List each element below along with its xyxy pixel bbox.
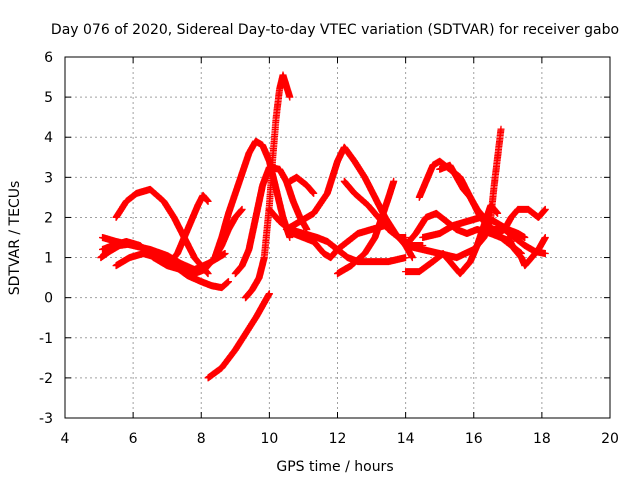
series-marker-path [334, 177, 398, 278]
series-s5 [112, 191, 212, 270]
x-tick-label: 4 [61, 431, 70, 447]
y-tick-label: 4 [44, 130, 53, 146]
chart-title: Day 076 of 2020, Sidereal Day-to-day VTE… [51, 22, 619, 38]
series-marker-path [211, 137, 294, 262]
x-axis-title: GPS time / hours [276, 459, 393, 475]
y-tick-label: 6 [44, 50, 53, 66]
y-tick-label: 0 [44, 291, 53, 307]
y-axis-title: SDTVAR / TECUs [7, 181, 23, 296]
series-marker-path [504, 234, 549, 270]
x-tick-label: 18 [533, 431, 551, 447]
y-tick-label: 3 [44, 170, 53, 186]
series-marker-path [402, 201, 502, 278]
series-s11 [286, 173, 318, 197]
series-marker-path [286, 173, 318, 197]
series-s7 [211, 137, 294, 262]
series-marker-path [204, 290, 273, 382]
x-tick-label: 10 [260, 431, 278, 447]
x-tick-labels: 4 6 8 10 12 14 16 18 20 [61, 431, 619, 447]
y-tick-label: 2 [44, 210, 53, 226]
x-tick-label: 6 [129, 431, 138, 447]
series-marker-path [112, 191, 212, 270]
series-s6 [204, 290, 273, 382]
x-tick-label: 20 [601, 431, 619, 447]
y-tick-label: -1 [39, 331, 53, 347]
series-s9 [242, 71, 294, 302]
y-tick-label: -3 [39, 411, 53, 427]
y-tick-label: 1 [44, 251, 53, 267]
axis-ticks [64, 56, 611, 419]
data-markers [97, 71, 549, 382]
series-s3 [112, 185, 212, 278]
x-tick-label: 16 [465, 431, 483, 447]
series-s15 [334, 177, 398, 278]
x-tick-label: 14 [397, 431, 415, 447]
x-tick-label: 12 [329, 431, 347, 447]
series-s14 [340, 177, 410, 241]
series-marker-path [112, 185, 212, 278]
x-tick-label: 8 [197, 431, 206, 447]
series-marker-path [242, 71, 294, 302]
series-s23 [504, 234, 549, 270]
y-tick-label: -2 [39, 371, 53, 387]
series-s19 [402, 201, 502, 278]
y-tick-labels: -3 -2 -1 0 1 2 3 4 5 6 [39, 50, 53, 427]
y-tick-label: 5 [44, 90, 53, 106]
series-marker-path [340, 177, 410, 241]
